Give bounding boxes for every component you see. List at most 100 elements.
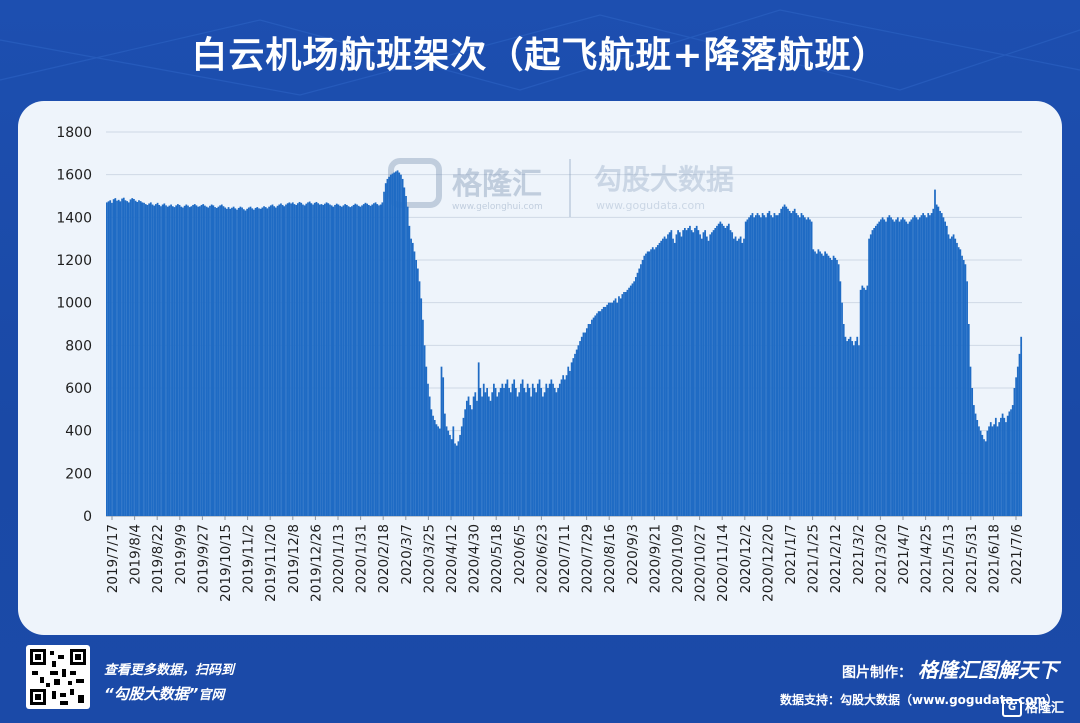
bar [807, 217, 810, 516]
x-axis: 2019/7/17 2019/8/4 2019/8/22 2019/9/9 2019/9… [105, 516, 1025, 602]
x-tick-label: 2019/8/4 [128, 524, 144, 585]
bar [658, 242, 661, 516]
bar [207, 207, 210, 516]
bar [231, 207, 233, 516]
bar [494, 388, 497, 516]
bar [621, 294, 624, 516]
bar [648, 251, 651, 516]
x-tick-label: 2021/5/31 [964, 524, 980, 593]
bar [239, 206, 242, 516]
bar [462, 417, 465, 516]
bar [832, 255, 835, 516]
bar [445, 426, 448, 516]
bar [1000, 417, 1002, 516]
bar [803, 217, 806, 516]
bar [582, 332, 585, 516]
bar [520, 383, 522, 516]
bar [721, 223, 723, 516]
bar [405, 196, 407, 516]
bar [362, 204, 365, 516]
bar [564, 379, 566, 516]
bar [241, 207, 243, 516]
bar [707, 240, 710, 517]
bar [983, 439, 985, 516]
bar [352, 204, 355, 516]
bar [579, 341, 581, 516]
bar [880, 219, 882, 516]
bar [214, 207, 216, 516]
bar [974, 413, 977, 516]
bar [345, 204, 348, 516]
bar [881, 217, 884, 516]
bar [682, 230, 685, 516]
bar [286, 203, 289, 516]
bar [927, 213, 930, 517]
bar [702, 232, 705, 516]
qr-code-icon[interactable] [26, 645, 90, 709]
bar [525, 392, 527, 516]
bar [379, 204, 382, 516]
x-tick-label: 2020/9/3 [625, 524, 641, 585]
bar [760, 217, 762, 516]
bar [1018, 353, 1021, 516]
bar [509, 392, 512, 516]
bar [800, 213, 803, 517]
bar [939, 210, 941, 516]
bar [790, 213, 793, 517]
bar [1003, 417, 1006, 516]
x-tick-label: 2020/5/18 [489, 524, 505, 593]
bar [787, 208, 789, 517]
bar [711, 232, 713, 516]
bar [670, 230, 673, 516]
bar [290, 203, 292, 516]
bar [234, 208, 237, 516]
bar [1010, 409, 1012, 516]
bar [312, 204, 314, 516]
bar [667, 234, 669, 516]
bar [979, 430, 982, 516]
bar [163, 203, 166, 516]
bar [915, 217, 918, 516]
bar [127, 202, 130, 516]
bar [819, 251, 821, 516]
footer-credits: 图片制作： 格隆汇图解天下 数据支持：勾股大数据（www.gogudata.com… [780, 654, 1058, 708]
bar [925, 217, 928, 516]
bar [538, 379, 541, 516]
bar [727, 223, 730, 516]
bar [112, 199, 115, 516]
bar [942, 217, 945, 516]
bar [518, 392, 521, 516]
bar [437, 426, 439, 516]
y-tick-label: 1200 [56, 253, 92, 269]
bar [442, 377, 445, 516]
bar [863, 287, 865, 516]
x-tick-label: 2020/3/25 [421, 524, 437, 593]
bar [763, 215, 766, 516]
bar [153, 205, 156, 516]
bar [109, 200, 112, 516]
bar [376, 204, 379, 516]
bar [329, 204, 331, 516]
bar [381, 202, 384, 516]
bar [121, 198, 123, 516]
bar [285, 204, 287, 516]
bar [1011, 405, 1014, 516]
bar [474, 392, 477, 516]
scan-hint-line2: “勾股大数据”官网 [104, 683, 224, 704]
bar [641, 260, 644, 516]
bar [416, 268, 419, 516]
bar [337, 204, 340, 516]
bar [805, 219, 808, 516]
bar [415, 260, 418, 516]
bar [308, 201, 311, 516]
bar [988, 426, 990, 516]
bar [971, 388, 974, 516]
bar [978, 426, 980, 516]
bar [205, 206, 208, 516]
bar [859, 289, 862, 516]
bar [986, 430, 989, 516]
bar [961, 255, 963, 516]
bar [655, 247, 658, 516]
bar [991, 426, 994, 516]
